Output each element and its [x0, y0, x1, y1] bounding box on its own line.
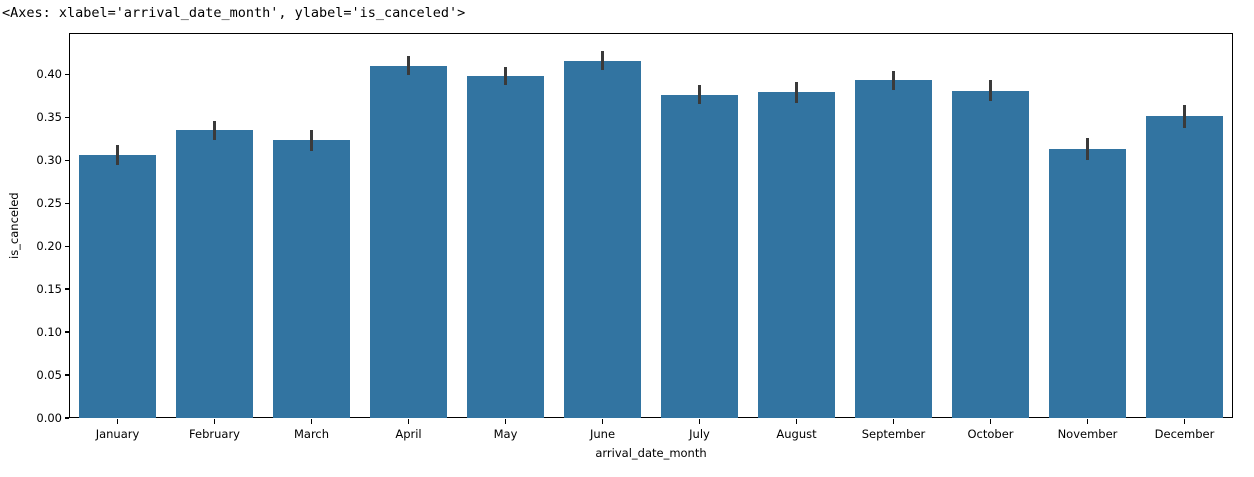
x-tick-label: May: [493, 427, 518, 441]
x-tick-label: July: [689, 427, 710, 441]
error-bar-september: [891, 70, 896, 90]
x-tick-mark: [795, 419, 798, 424]
x-tick-mark: [601, 419, 604, 424]
bar-march: [272, 140, 351, 418]
error-bar-november: [1085, 137, 1090, 161]
x-tick-label: January: [95, 427, 140, 441]
plot-area: [69, 33, 1233, 418]
error-bar-january: [115, 144, 120, 166]
bar-december: [1145, 116, 1224, 418]
bar-october: [951, 90, 1030, 418]
error-bar-february: [212, 120, 217, 140]
bar-november: [1048, 149, 1127, 418]
x-tick-mark: [892, 419, 895, 424]
x-tick-mark: [989, 419, 992, 424]
x-tick-mark: [1086, 419, 1089, 424]
x-tick-mark: [504, 419, 507, 424]
x-tick-mark: [310, 419, 313, 424]
error-bar-december: [1182, 105, 1187, 128]
x-tick-label: December: [1154, 427, 1215, 441]
error-bar-october: [988, 80, 993, 101]
bar-january: [78, 155, 157, 418]
bar-april: [369, 65, 448, 418]
x-tick-label: September: [861, 427, 926, 441]
x-tick-mark: [407, 419, 410, 424]
x-axis-label: arrival_date_month: [595, 446, 707, 460]
x-tick-label: June: [589, 427, 616, 441]
x-tick-label: February: [189, 427, 240, 441]
error-bar-july: [697, 85, 702, 105]
x-tick-label: August: [776, 427, 817, 441]
x-tick-label: April: [395, 427, 422, 441]
x-tick-label: October: [967, 427, 1014, 441]
x-tick-label: November: [1057, 427, 1118, 441]
bar-september: [854, 80, 933, 418]
x-tick-mark: [116, 419, 119, 424]
error-bar-march: [309, 130, 314, 151]
plot-layer: [69, 33, 1233, 418]
x-tick-mark: [1183, 419, 1186, 424]
bar-june: [563, 60, 642, 418]
bar-february: [175, 130, 254, 418]
bar-august: [757, 92, 836, 418]
x-tick-mark: [213, 419, 216, 424]
bar-july: [660, 94, 739, 418]
bar-may: [466, 75, 545, 418]
y-axis-label: is_canceled: [7, 192, 21, 259]
x-tick-mark: [698, 419, 701, 424]
error-bar-may: [503, 66, 508, 86]
x-tick-label: March: [293, 427, 330, 441]
error-bar-august: [794, 81, 799, 103]
axes-repr-text: <Axes: xlabel='arrival_date_month', ylab…: [2, 5, 466, 21]
error-bar-june: [600, 51, 605, 70]
error-bar-april: [406, 56, 411, 76]
